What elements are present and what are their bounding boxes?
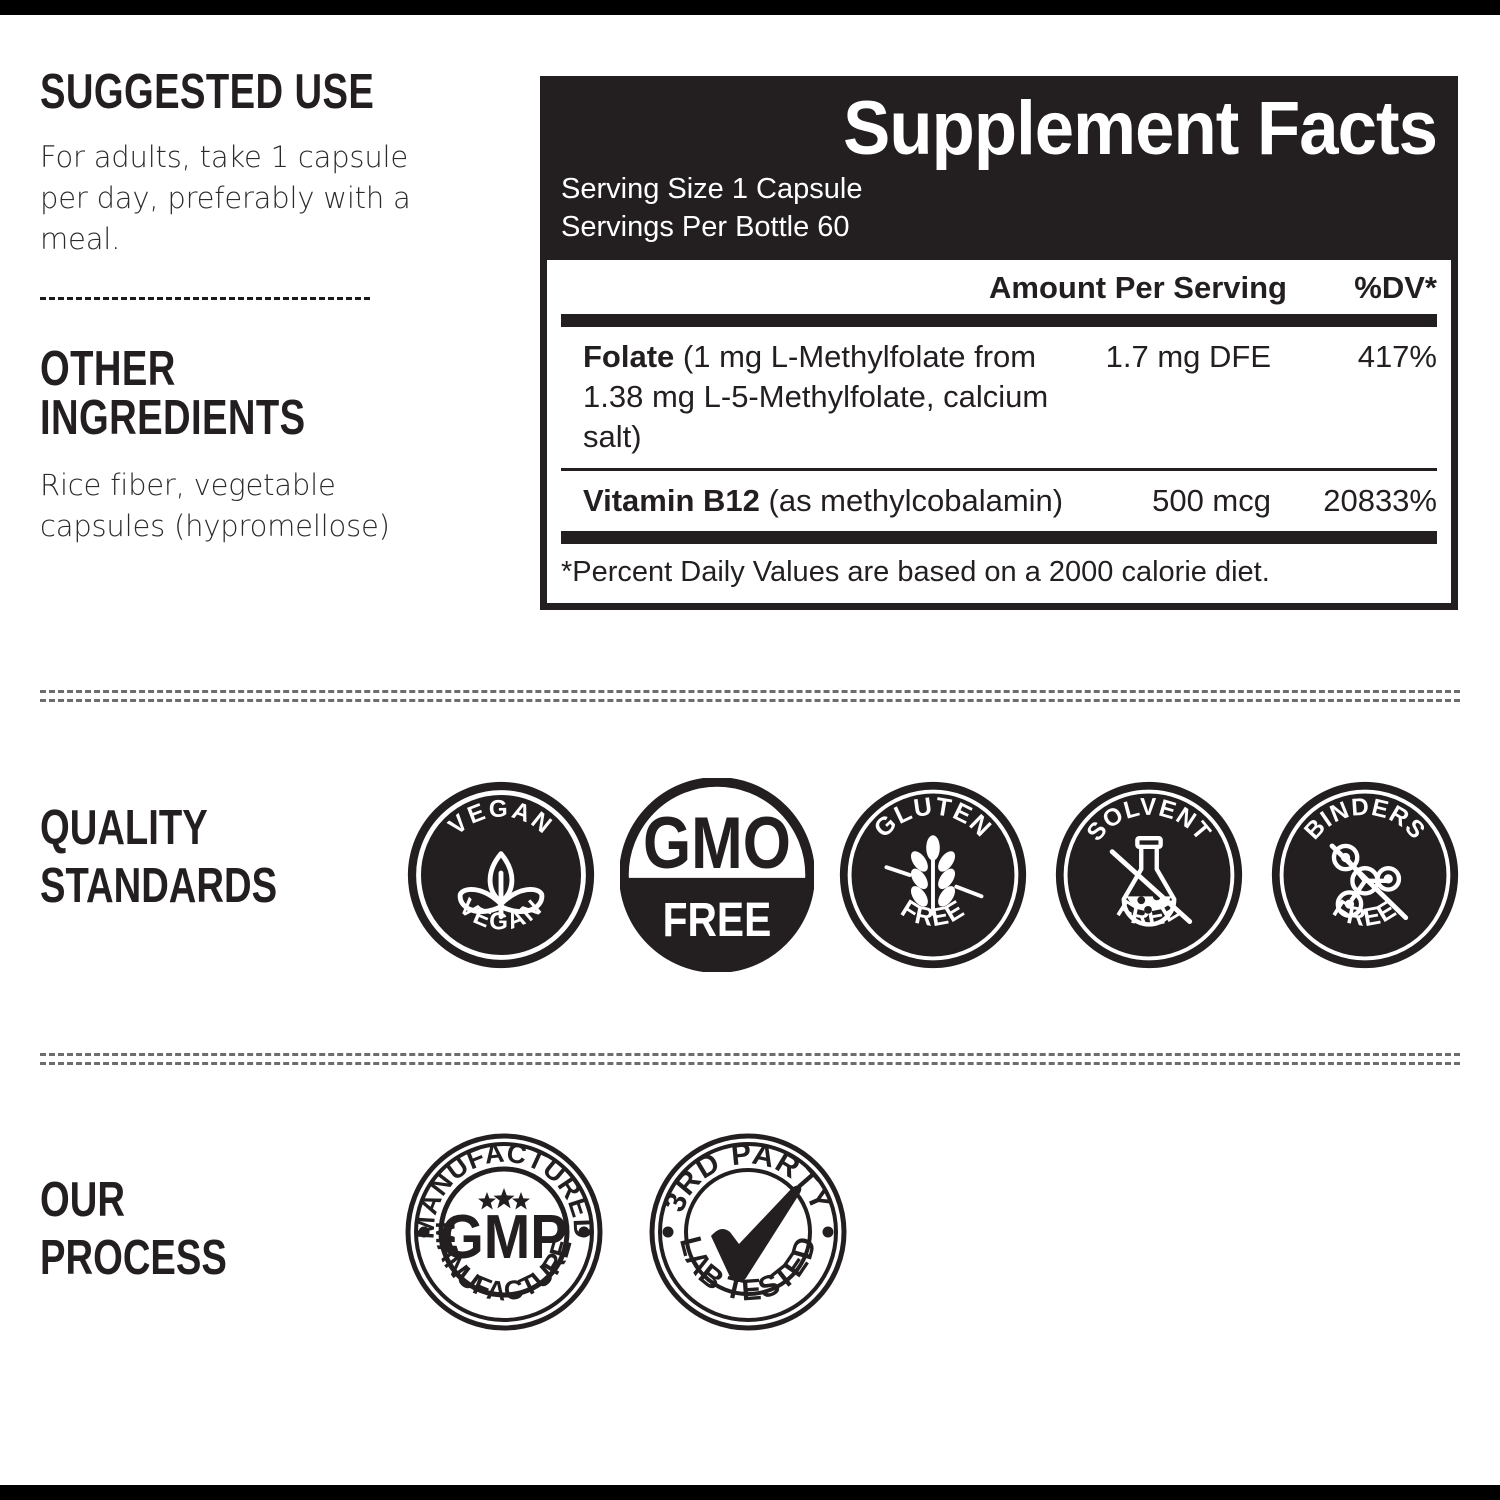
footnote-thick-rule xyxy=(561,531,1437,545)
lab-right-dot xyxy=(822,1226,834,1238)
badge-binders-free: BINDERS FREE xyxy=(1271,781,1459,969)
amount-per-serving-header: Amount Per Serving xyxy=(989,269,1287,305)
badge-third-party-lab-tested: 3RD PARTY LAB TESTED xyxy=(649,1133,847,1331)
supplement-facts-body: Amount Per Serving %DV* Folate (1 mg L-M… xyxy=(547,260,1451,603)
quality-standards-title-line-1: QUALITY xyxy=(40,801,208,855)
divider-dash-line xyxy=(40,1062,1460,1065)
gmp-right-dot xyxy=(578,1226,590,1238)
table-row: Vitamin B12 (as methylcobalamin) 500 mcg… xyxy=(561,471,1437,531)
supplement-facts-panel: Supplement Facts Serving Size 1 Capsule … xyxy=(540,76,1458,610)
section-dashed-divider-lower xyxy=(40,1053,1460,1065)
nutrient-name-folate-bold: Folate xyxy=(583,338,675,374)
divider-dash-line xyxy=(40,699,1460,702)
badge-solvent-free: SOLVENT FREE xyxy=(1055,781,1243,969)
wheat-stalk-crossed-icon xyxy=(884,835,984,916)
badge-gmo-free: GMO FREE xyxy=(620,778,814,972)
other-ingredients-body: Rice fiber, vegetable capsules (hypromel… xyxy=(40,468,390,544)
our-process-title-line-2: PROCESS xyxy=(40,1230,227,1285)
gmp-stars-icon xyxy=(478,1188,530,1210)
nutrient-name-folate-line2: 1.38 mg L-5-Methylfolate, calcium salt) xyxy=(583,379,1049,455)
left-column-dashed-divider xyxy=(40,297,370,300)
quality-standards-badges: VEGAN VEGAN GMO FREE xyxy=(404,778,1462,972)
flask-crossed-icon xyxy=(1109,835,1193,927)
nutrient-name-folate: Folate (1 mg L-Methylfolate from 1.38 mg … xyxy=(561,337,1106,458)
suggested-use-section: SUGGESTED USE For adults, take 1 capsule… xyxy=(40,68,460,261)
molecule-crossed-icon xyxy=(1329,843,1409,921)
other-ingredients-title-line-1: OTHER xyxy=(40,342,176,396)
divider-dash-line xyxy=(40,1053,1460,1056)
daily-value-footnote: *Percent Daily Values are based on a 200… xyxy=(561,556,1270,589)
nutrient-dv-vitamin-b12: 20833% xyxy=(1323,482,1437,518)
nutrient-name-folate-rest: (1 mg L-Methylfolate from xyxy=(674,338,1037,374)
plant-leaves-icon xyxy=(457,851,545,920)
our-process-badges: MANUFACTURED MANUFACTURED GMP xyxy=(404,1132,848,1332)
other-ingredients-title: OTHER INGREDIENTS xyxy=(40,345,460,443)
badge-vegan: VEGAN VEGAN xyxy=(407,781,595,969)
quality-standards-title: QUALITY STANDARDS xyxy=(40,800,277,916)
badge-gmo-bottom-text: FREE xyxy=(663,893,772,947)
badge-gluten-free: GLUTEN FREE xyxy=(839,781,1027,969)
badge-gmp-manufactured: MANUFACTURED MANUFACTURED GMP xyxy=(404,1132,603,1331)
row-separator-rule xyxy=(561,467,1437,471)
serving-size-text: Serving Size 1 Capsule xyxy=(561,172,863,205)
lab-left-dot xyxy=(662,1226,674,1238)
supplement-facts-header: Supplement Facts Serving Size 1 Capsule … xyxy=(547,83,1451,260)
badge-gmp-center-text: GMP xyxy=(440,1203,567,1271)
divider-dash-line xyxy=(40,690,1460,693)
nutrient-amount-folate: 1.7 mg DFE xyxy=(1105,338,1271,374)
gmp-left-dot xyxy=(418,1226,430,1238)
badge-gmo-top-text: GMO xyxy=(643,802,791,884)
gmo-free-lower-fill xyxy=(625,877,809,967)
nutrient-name-vitamin-b12-rest: (as methylcobalamin) xyxy=(759,482,1064,518)
suggested-use-body: For adults, take 1 capsule per day, pref… xyxy=(40,140,411,257)
our-process-title: OUR PROCESS xyxy=(40,1172,227,1288)
quality-standards-title-line-2: STANDARDS xyxy=(40,858,278,913)
our-process-title-line-1: OUR xyxy=(40,1173,125,1227)
header-thick-rule xyxy=(561,313,1437,327)
section-dashed-divider-upper xyxy=(40,690,1460,702)
nutrient-dv-folate: 417% xyxy=(1357,338,1437,374)
nutrient-amount-vitamin-b12: 500 mcg xyxy=(1152,482,1271,518)
percent-dv-header: %DV* xyxy=(1354,269,1437,305)
servings-per-container-text: Servings Per Bottle 60 xyxy=(561,211,850,244)
suggested-use-title: SUGGESTED USE xyxy=(40,65,375,119)
nutrient-name-vitamin-b12-bold: Vitamin B12 xyxy=(583,482,760,518)
supplement-facts-column-headers: Amount Per Serving %DV* xyxy=(561,260,1437,314)
top-letterbox-bar xyxy=(0,0,1500,15)
checkmark-icon xyxy=(711,1185,802,1283)
nutrient-name-vitamin-b12: Vitamin B12 (as methylcobalamin) xyxy=(561,481,1152,521)
table-row: Folate (1 mg L-Methylfolate from 1.38 mg … xyxy=(561,327,1437,468)
other-ingredients-title-line-2: INGREDIENTS xyxy=(40,391,306,445)
supplement-facts-title: Supplement Facts xyxy=(843,86,1438,171)
bottom-letterbox-bar xyxy=(0,1485,1500,1500)
other-ingredients-section: OTHER INGREDIENTS Rice fiber, vegetable … xyxy=(40,345,460,547)
